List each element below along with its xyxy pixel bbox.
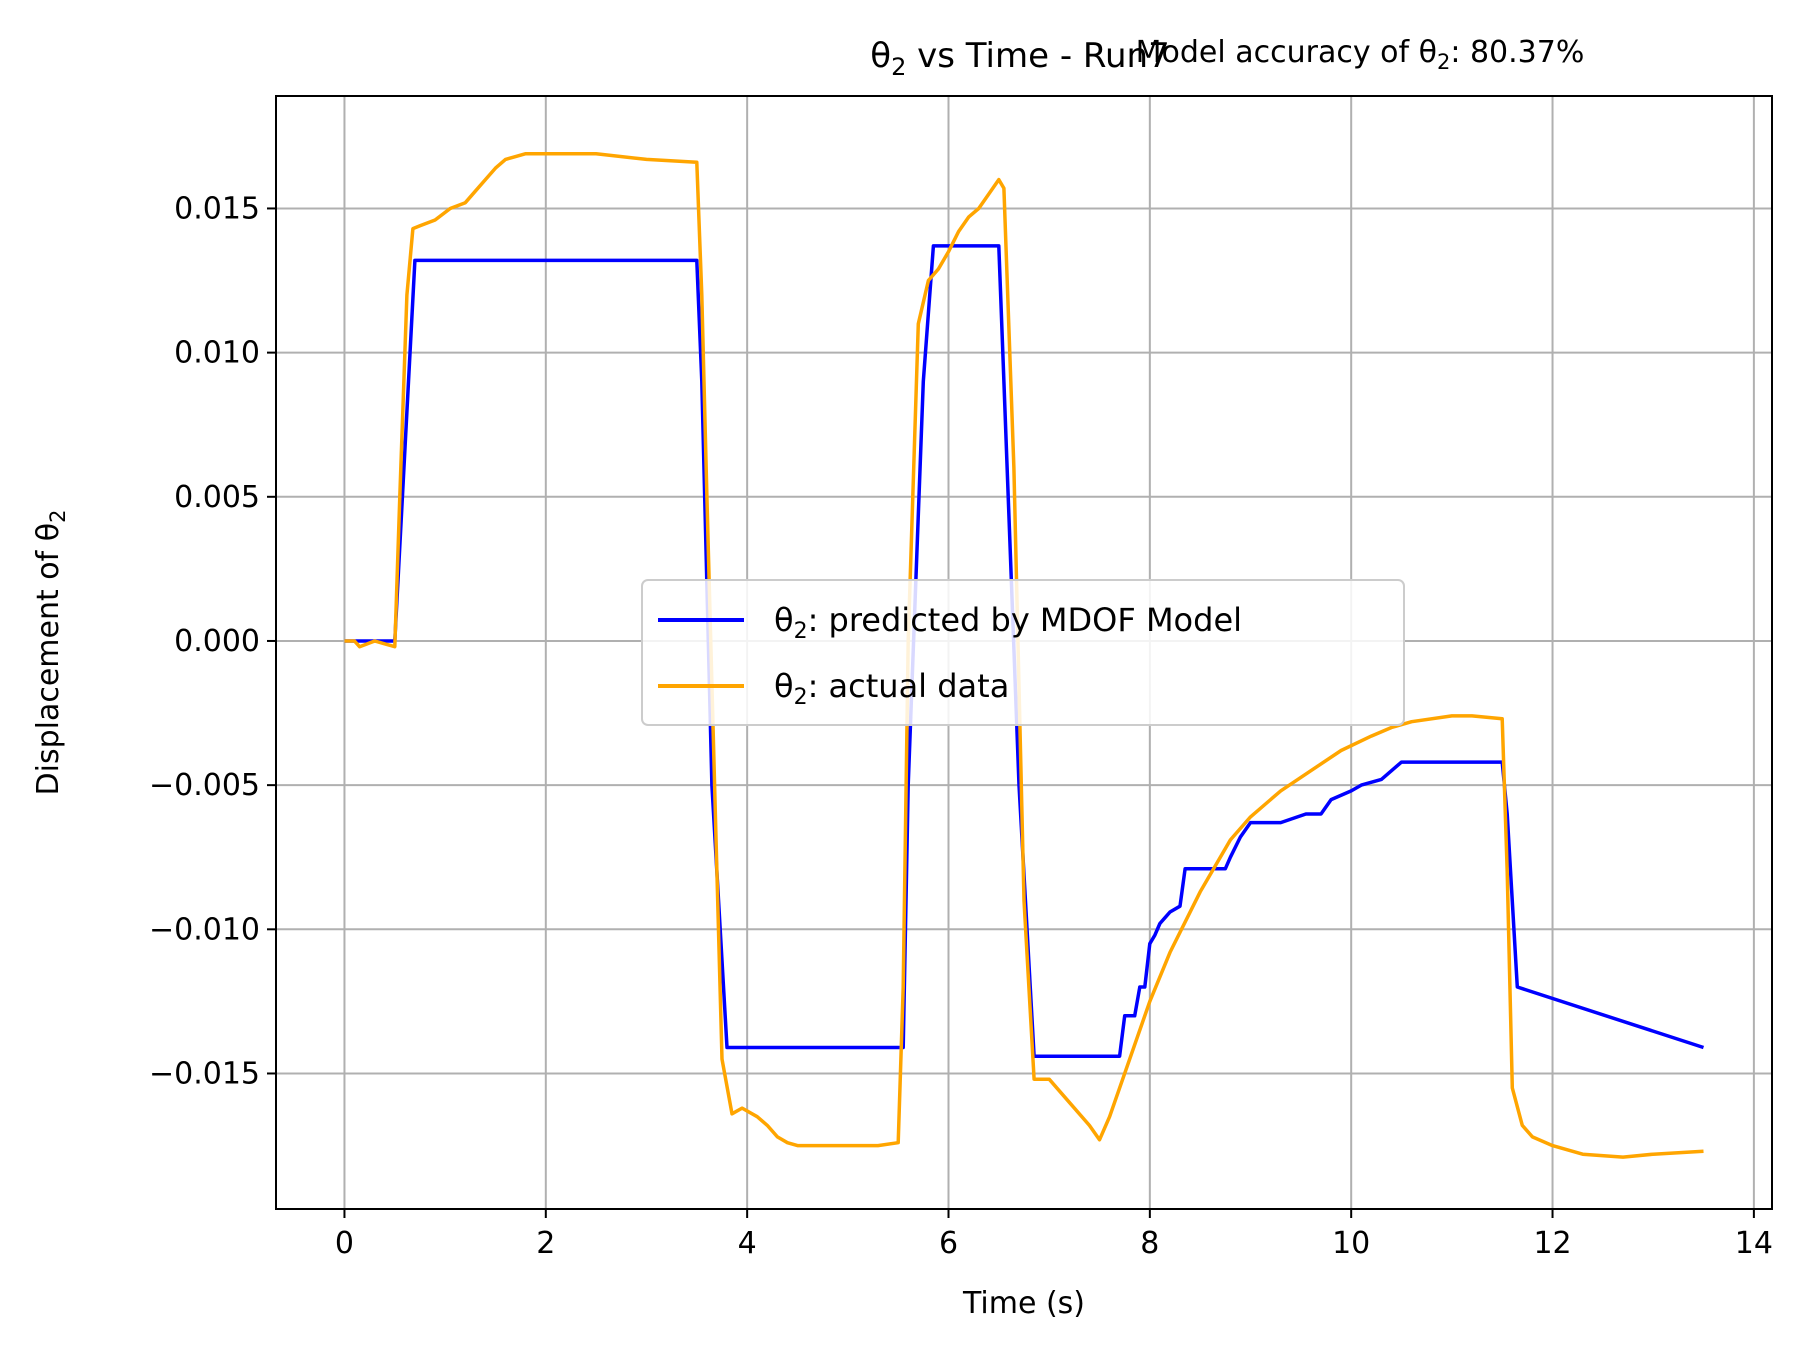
x-tick-label: 2 [536,1226,555,1261]
legend-box [641,579,1405,726]
legend: θ2: predicted by MDOF Model θ2: actual d… [641,579,1405,726]
x-tick-label: 4 [738,1226,757,1261]
x-tick-label: 8 [1140,1226,1159,1261]
x-axis-label: Time (s) [962,1286,1085,1321]
y-tick-label: −0.005 [149,768,260,803]
chart-title: θ2 vs Time - Run7 [870,36,1169,81]
legend-label-predicted: θ2: predicted by MDOF Model [774,601,1242,644]
series-line-actual [344,151,1704,1159]
x-tick-label: 10 [1332,1226,1370,1261]
x-tick-label: 6 [939,1226,958,1261]
y-tick-label: −0.010 [149,912,260,947]
x-tick-label: 0 [335,1226,354,1261]
y-tick-label: 0.000 [174,624,260,659]
legend-label-actual: θ2: actual data [774,667,1009,710]
y-tick-label: 0.015 [174,191,260,226]
x-tick-label: 12 [1533,1226,1571,1261]
accuracy-annotation: Model accuracy of θ2: 80.37% [1136,35,1585,74]
x-tick-label: 14 [1735,1226,1773,1261]
series-line-predicted [344,244,1705,1058]
ticks: 0 2 4 6 8 10 12 14 −0.015 −0.010 −0.005 0.000 0.005 0… [149,191,1773,1261]
series-layer [344,151,1705,1159]
y-tick-label: 0.005 [174,480,260,515]
y-tick-label: −0.015 [149,1056,260,1091]
plot-frame [275,95,1773,1210]
y-tick-label: 0.010 [174,336,260,371]
y-axis-label: Displacement of θ2 [31,510,70,796]
